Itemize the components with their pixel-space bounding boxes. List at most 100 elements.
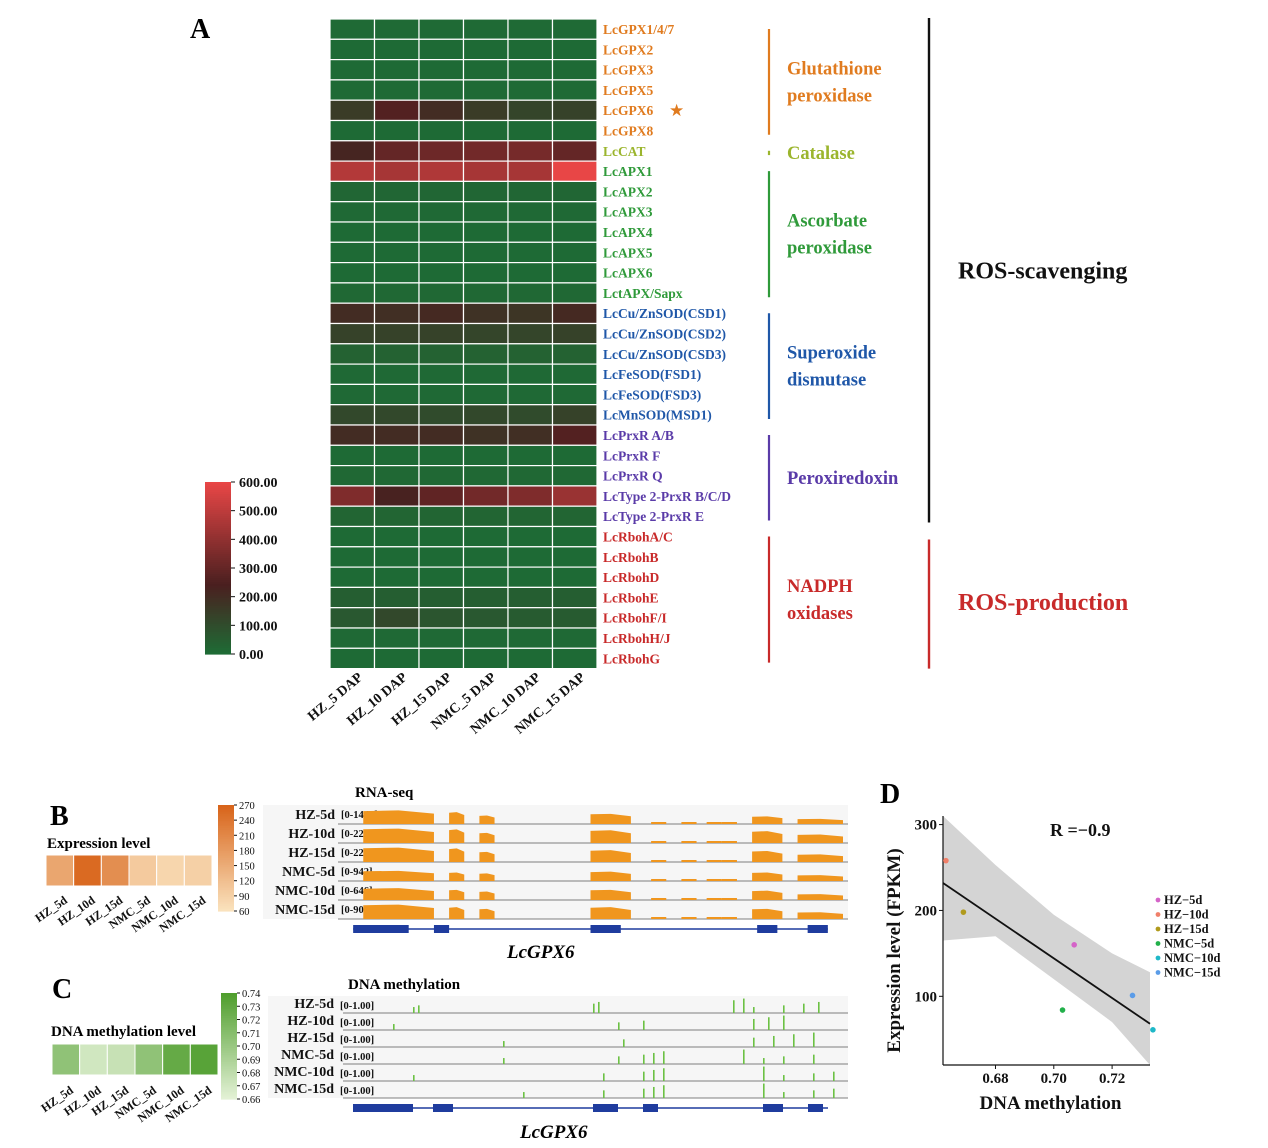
track-range: [0-1441] [341, 810, 378, 821]
coverage-peak [363, 904, 434, 919]
colorbar-step [205, 502, 231, 505]
row-label: LcAPX2 [603, 184, 653, 199]
heatmap-cell [551, 322, 598, 345]
coverage-peak [479, 891, 495, 900]
colorbar-step [205, 494, 231, 497]
colorbar-step [221, 1058, 237, 1061]
heatmap-cell [373, 424, 420, 446]
colorbar-step [205, 490, 231, 493]
heatmap-cell [551, 18, 598, 40]
methylation-bar [733, 1000, 735, 1013]
heatmap-cell [373, 343, 420, 365]
colorbar-step [205, 546, 231, 549]
heatmap-cell [507, 525, 554, 548]
heatmap-cell [418, 343, 465, 365]
track-range: [0-1.00] [340, 1001, 374, 1012]
coverage-peak [449, 889, 465, 900]
row-label: LcGPX6 [603, 103, 653, 118]
colorbar-step [218, 836, 234, 840]
scatter-d: 0.68 0.70 0.72 100 200 300 DNA methylation Expr… [884, 816, 1220, 1114]
colorbar-tick-label: 0.71 [242, 1029, 260, 1040]
row-label: LcType 2-PrxR E [603, 509, 704, 524]
heatmap-cell [507, 566, 554, 588]
row-label: LcFeSOD(FSD3) [603, 387, 701, 402]
colorbar-step [221, 1010, 237, 1014]
heatmap-cell [551, 343, 598, 365]
colorbar-step [218, 882, 234, 886]
track-name: HZ-5d [295, 808, 335, 823]
colorbar-tick-label: 210 [239, 831, 255, 842]
colorbar-step [218, 842, 234, 845]
coverage-peak [449, 848, 465, 862]
track-name: NMC-5d [282, 865, 335, 880]
heatmap-cell [462, 322, 509, 345]
colorbar-step [218, 861, 234, 864]
heatmap-cell [373, 647, 420, 670]
row-label: LcCu/ZnSOD(CSD1) [603, 306, 726, 321]
heatmap-cell [507, 607, 554, 629]
colorbar-step [205, 578, 231, 581]
colorbar-step [205, 516, 231, 519]
heatmap-cell [418, 221, 465, 243]
row-label: LctAPX/Sapx [603, 286, 683, 301]
heatmap-cell [507, 383, 554, 406]
row-label: LcGPX3 [603, 63, 653, 78]
heatmap-cell [373, 485, 420, 507]
colorbar-step [218, 873, 234, 877]
heatmap-cell [329, 99, 376, 122]
colorbar-step [221, 1065, 237, 1068]
heatmap-cell [507, 180, 554, 203]
colorbar-step [221, 1008, 237, 1012]
group-label: peroxidase [787, 239, 872, 259]
heatmap-cell [329, 586, 376, 609]
heatmap-cell [418, 241, 465, 264]
heatmap-cell [373, 444, 420, 467]
colorbar-step [205, 498, 231, 501]
heatmap-cell [418, 465, 465, 487]
heatmap-cell [373, 140, 420, 162]
colorbar-step [218, 838, 234, 841]
colorbar-step [205, 632, 231, 635]
track-name: NMC-15d [274, 1082, 334, 1097]
heatmap-cell [462, 79, 509, 101]
legend-label: NMC−15d [1164, 966, 1220, 980]
methylation-bar [803, 1003, 805, 1013]
colorbar-step [221, 1081, 237, 1084]
colorbar-step [205, 560, 231, 563]
track-range: [0-2232] [341, 829, 378, 840]
methylation-bar [618, 1056, 620, 1064]
methylation-bar [743, 998, 745, 1013]
heatmap-cell [373, 119, 420, 142]
heatmap-cell [462, 465, 509, 487]
legend-label: HZ−15d [1164, 922, 1209, 936]
colorbar-step [221, 1047, 237, 1051]
track-range: [0-1.00] [340, 1086, 374, 1097]
coverage-peak [590, 850, 631, 862]
colorbar-step [221, 1028, 237, 1031]
colorbar-step [221, 1086, 237, 1089]
methylation-bar [663, 1068, 665, 1081]
heatmap-cell [551, 485, 598, 507]
coverage-low [651, 841, 667, 843]
gene-exon [643, 1104, 658, 1112]
group-label: Peroxiredoxin [787, 469, 899, 489]
heatmap-cell [551, 444, 598, 467]
coverage-peak [797, 834, 843, 843]
gene-exon [763, 1104, 783, 1112]
colorbar-step [218, 826, 234, 829]
row-label: LcRbohG [603, 651, 661, 666]
track-name: HZ-10d [287, 1014, 334, 1029]
colorbar-step [205, 610, 231, 613]
colorbar-tick-label: 500.00 [239, 505, 278, 520]
coverage-peak [797, 894, 843, 900]
gene-exon [353, 1104, 413, 1112]
colorbar-step [221, 1023, 237, 1026]
methylation-bar [783, 1075, 785, 1081]
heatmap-cell [373, 58, 420, 81]
colorbar-step [221, 1046, 237, 1049]
heatmap-cell [551, 505, 598, 528]
colorbar-step [205, 568, 231, 571]
coverage-peak [449, 829, 465, 843]
heatmap-cell [551, 241, 598, 264]
